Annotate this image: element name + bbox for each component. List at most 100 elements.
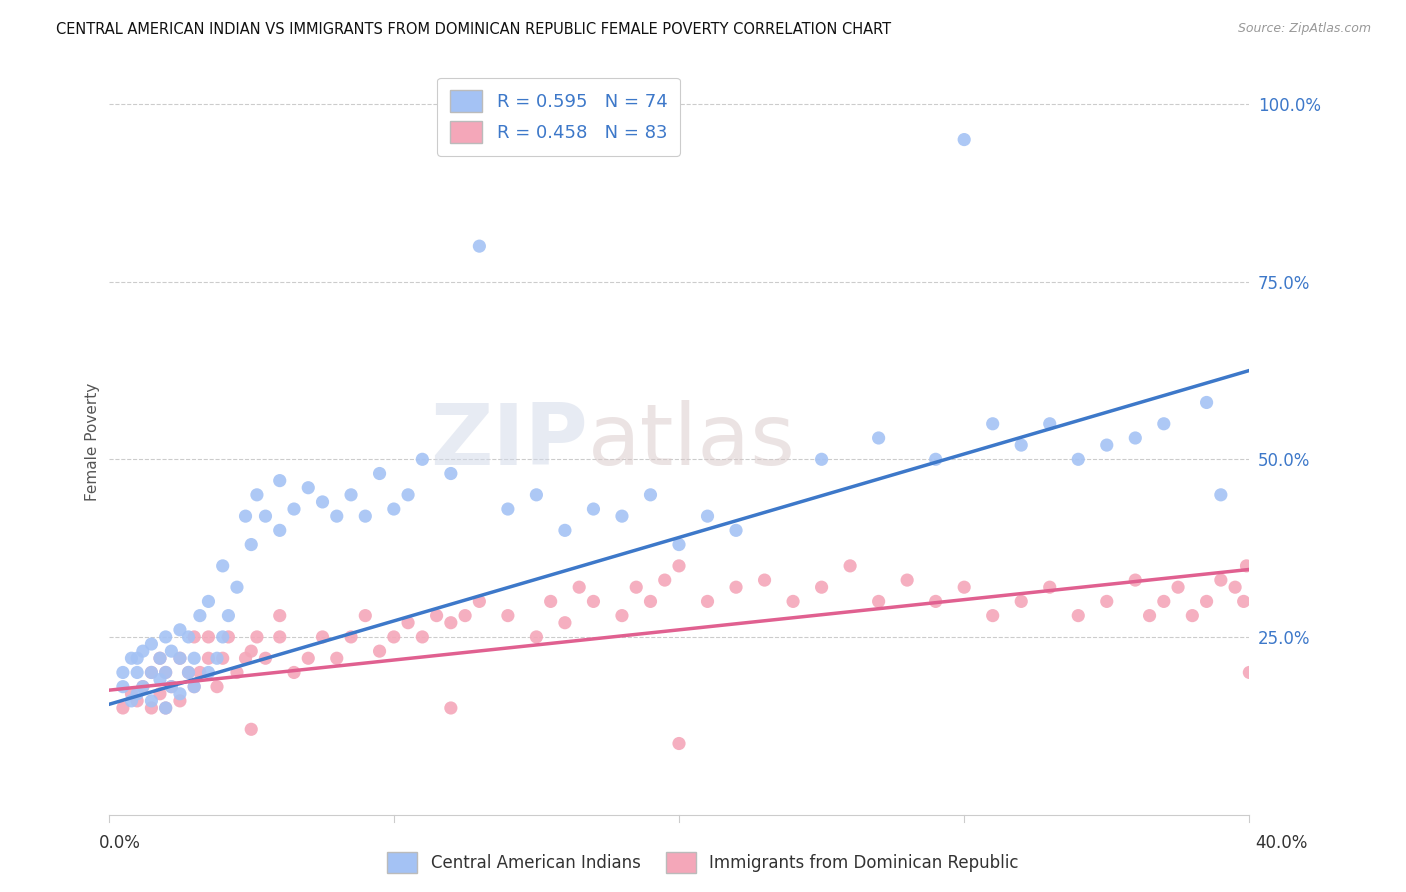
Point	[382, 502, 405, 516]
Point	[1095, 438, 1118, 452]
Point	[396, 488, 419, 502]
Point	[120, 687, 142, 701]
Point	[426, 608, 449, 623]
Point	[1153, 417, 1175, 431]
Point	[211, 630, 233, 644]
Point	[217, 608, 239, 623]
Point	[183, 651, 205, 665]
Text: 40.0%: 40.0%	[1256, 834, 1308, 852]
Point	[1233, 594, 1256, 608]
Point	[297, 651, 319, 665]
Point	[155, 630, 177, 644]
Point	[240, 537, 263, 551]
Point	[111, 665, 134, 680]
Point	[155, 665, 177, 680]
Point	[283, 502, 305, 516]
Point	[120, 694, 142, 708]
Point	[155, 701, 177, 715]
Point	[169, 623, 191, 637]
Point	[155, 665, 177, 680]
Point	[810, 580, 832, 594]
Point	[610, 509, 633, 524]
Point	[1195, 395, 1218, 409]
Point	[568, 580, 591, 594]
Point	[183, 680, 205, 694]
Point	[1123, 573, 1146, 587]
Text: Source: ZipAtlas.com: Source: ZipAtlas.com	[1237, 22, 1371, 36]
Point	[111, 701, 134, 715]
Point	[254, 651, 277, 665]
Point	[924, 452, 946, 467]
Point	[197, 665, 219, 680]
Point	[640, 488, 662, 502]
Point	[610, 608, 633, 623]
Point	[782, 594, 804, 608]
Point	[132, 644, 155, 658]
Point	[169, 651, 191, 665]
Point	[269, 524, 291, 538]
Point	[211, 558, 233, 573]
Point	[1181, 608, 1204, 623]
Point	[981, 608, 1004, 623]
Point	[311, 630, 333, 644]
Point	[668, 737, 690, 751]
Point	[582, 594, 605, 608]
Point	[226, 665, 249, 680]
Point	[554, 524, 576, 538]
Point	[526, 630, 548, 644]
Point	[160, 644, 183, 658]
Point	[297, 481, 319, 495]
Point	[183, 630, 205, 644]
Point	[540, 594, 562, 608]
Point	[1139, 608, 1161, 623]
Point	[1209, 573, 1232, 587]
Point	[188, 608, 211, 623]
Point	[340, 488, 363, 502]
Point	[197, 630, 219, 644]
Point	[141, 694, 163, 708]
Point	[311, 495, 333, 509]
Point	[326, 651, 349, 665]
Point	[177, 665, 200, 680]
Point	[141, 701, 163, 715]
Point	[188, 665, 211, 680]
Legend: R = 0.595   N = 74, R = 0.458   N = 83: R = 0.595 N = 74, R = 0.458 N = 83	[437, 78, 681, 156]
Point	[197, 651, 219, 665]
Point	[468, 239, 491, 253]
Point	[326, 509, 349, 524]
Point	[149, 673, 172, 687]
Point	[283, 665, 305, 680]
Point	[724, 524, 747, 538]
Point	[217, 630, 239, 644]
Point	[160, 680, 183, 694]
Text: 0.0%: 0.0%	[98, 834, 141, 852]
Point	[668, 537, 690, 551]
Y-axis label: Female Poverty: Female Poverty	[86, 383, 100, 500]
Point	[396, 615, 419, 630]
Point	[654, 573, 676, 587]
Point	[368, 644, 391, 658]
Point	[340, 630, 363, 644]
Point	[235, 651, 257, 665]
Point	[246, 630, 269, 644]
Point	[626, 580, 648, 594]
Point	[696, 509, 718, 524]
Point	[440, 701, 463, 715]
Point	[1153, 594, 1175, 608]
Point	[1223, 580, 1246, 594]
Point	[754, 573, 776, 587]
Point	[1067, 452, 1090, 467]
Point	[177, 665, 200, 680]
Point	[141, 637, 163, 651]
Point	[169, 687, 191, 701]
Point	[924, 594, 946, 608]
Point	[354, 608, 377, 623]
Point	[235, 509, 257, 524]
Point	[111, 680, 134, 694]
Point	[810, 452, 832, 467]
Point	[120, 651, 142, 665]
Point	[141, 665, 163, 680]
Point	[1209, 488, 1232, 502]
Point	[953, 132, 976, 146]
Point	[183, 680, 205, 694]
